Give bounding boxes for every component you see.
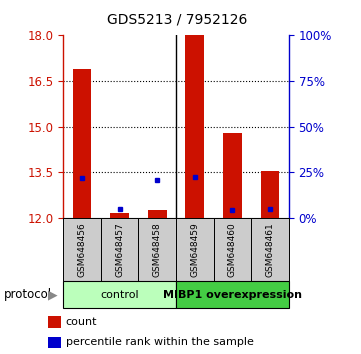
Bar [186, 35, 204, 218]
Bar [48, 337, 61, 348]
Text: GDS5213 / 7952126: GDS5213 / 7952126 [107, 12, 247, 27]
Text: protocol: protocol [4, 288, 52, 301]
Bar [176, 281, 289, 308]
Bar [63, 218, 101, 281]
Text: percentile rank within the sample: percentile rank within the sample [66, 337, 254, 348]
Text: count: count [66, 317, 97, 327]
Bar [48, 316, 61, 328]
Text: ▶: ▶ [48, 288, 57, 301]
Text: GSM648460: GSM648460 [228, 222, 237, 277]
Bar [214, 218, 251, 281]
Text: GSM648456: GSM648456 [78, 222, 87, 277]
Bar [63, 281, 176, 308]
Text: GSM648461: GSM648461 [265, 222, 274, 277]
Text: MIBP1 overexpression: MIBP1 overexpression [163, 290, 302, 300]
Text: GSM648457: GSM648457 [115, 222, 124, 277]
Bar [261, 171, 279, 218]
Text: GSM648459: GSM648459 [190, 222, 199, 277]
Bar [101, 218, 138, 281]
Bar [251, 218, 289, 281]
Bar [148, 210, 166, 218]
Text: GSM648458: GSM648458 [153, 222, 162, 277]
Bar [176, 218, 214, 281]
Bar [223, 133, 242, 218]
Text: control: control [100, 290, 139, 300]
Bar [110, 213, 129, 218]
Bar [73, 69, 91, 218]
Bar [138, 218, 176, 281]
